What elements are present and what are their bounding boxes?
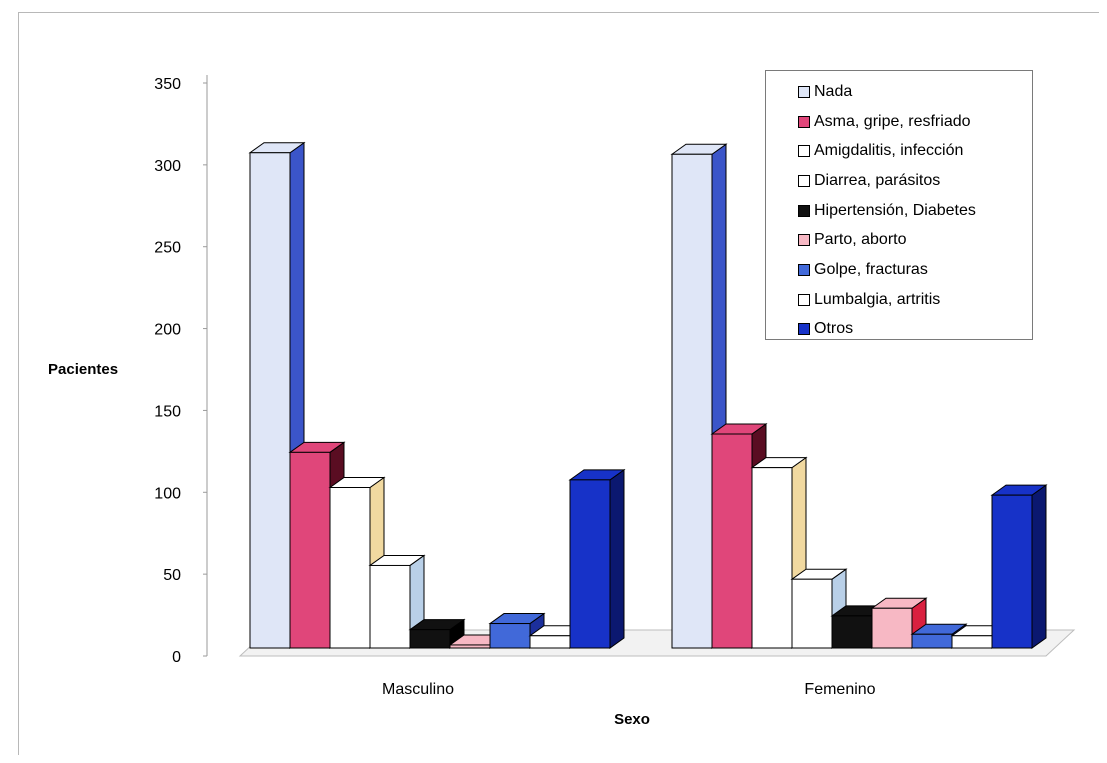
bar-front: [329, 487, 371, 649]
legend-label: Parto, aborto: [814, 231, 907, 249]
y-tick-label: 50: [163, 567, 181, 584]
legend-label: Otros: [814, 320, 854, 338]
y-tick-label: 200: [154, 322, 181, 339]
bar-front: [751, 467, 793, 649]
legend-swatch: [798, 263, 810, 276]
bar-front: [831, 615, 873, 649]
bar: [408, 618, 466, 649]
legend-label: Asma, gripe, resfriado: [814, 112, 971, 130]
legend-item: Nada: [798, 77, 1032, 107]
legend-item: Golpe, fracturas: [798, 255, 1032, 285]
bar-side: [1031, 484, 1047, 649]
chart-legend: Nada Asma, gripe, resfriado Amigdalitis, i…: [765, 70, 1033, 340]
x-tick-label: Masculino: [382, 681, 454, 698]
legend-label: Amigdalitis, infección: [814, 142, 964, 160]
legend-label: Hipertensión, Diabetes: [814, 201, 976, 219]
legend-swatch: [798, 145, 810, 158]
bar-front: [711, 433, 753, 649]
chart-frame: [18, 12, 1099, 755]
bar-front: [991, 494, 1033, 649]
y-tick-label: 0: [172, 649, 181, 666]
bar-side: [609, 468, 625, 649]
bar-front: [871, 607, 913, 649]
y-axis-title: Pacientes: [48, 361, 118, 378]
bar-front: [911, 633, 953, 649]
chart-labels: 0 50 100 150 200 250 300 350 Masculino Femenino Pa…: [48, 76, 876, 728]
bar-front: [951, 635, 993, 649]
legend-item: Lumbalgia, artritis: [798, 285, 1032, 315]
bar-front: [791, 578, 833, 649]
bar-front: [409, 629, 451, 649]
legend-swatch: [798, 204, 810, 217]
legend-label: Lumbalgia, artritis: [814, 290, 941, 308]
legend-swatch: [798, 234, 810, 247]
x-tick-label: Femenino: [804, 681, 875, 698]
bar: [328, 476, 386, 649]
x-axis-title: Sexo: [614, 711, 650, 728]
bar-front: [449, 644, 491, 649]
bar-front: [569, 479, 611, 649]
y-tick-label: 350: [154, 76, 181, 93]
bar: [568, 468, 626, 649]
chart-bars: [248, 141, 1048, 649]
bar: [488, 612, 546, 649]
y-tick-label: 250: [154, 240, 181, 257]
legend-item: Otros: [798, 315, 1032, 345]
bar-front: [369, 564, 411, 649]
y-tick-label: 300: [154, 158, 181, 175]
legend-swatch: [798, 174, 810, 187]
bar-front: [671, 153, 713, 649]
legend-item: Asma, gripe, resfriado: [798, 107, 1032, 137]
bar-front: [289, 451, 331, 649]
legend-item: Hipertensión, Diabetes: [798, 196, 1032, 226]
legend-label: Diarrea, parásitos: [814, 171, 941, 189]
legend-swatch: [798, 115, 810, 128]
legend-item: Diarrea, parásitos: [798, 166, 1032, 196]
bar: [368, 554, 426, 649]
y-tick-label: 100: [154, 485, 181, 502]
legend-swatch: [798, 85, 810, 98]
bar-front: [249, 152, 291, 649]
legend-label: Nada: [814, 82, 853, 100]
bar: [990, 484, 1048, 649]
legend-item: Amigdalitis, infección: [798, 136, 1032, 166]
legend-swatch: [798, 293, 810, 306]
bar-front: [529, 635, 571, 649]
bar-front: [489, 623, 531, 649]
legend-label: Golpe, fracturas: [814, 260, 928, 278]
legend-item: Parto, aborto: [798, 225, 1032, 255]
y-tick-label: 150: [154, 403, 181, 420]
legend-swatch: [798, 323, 810, 336]
